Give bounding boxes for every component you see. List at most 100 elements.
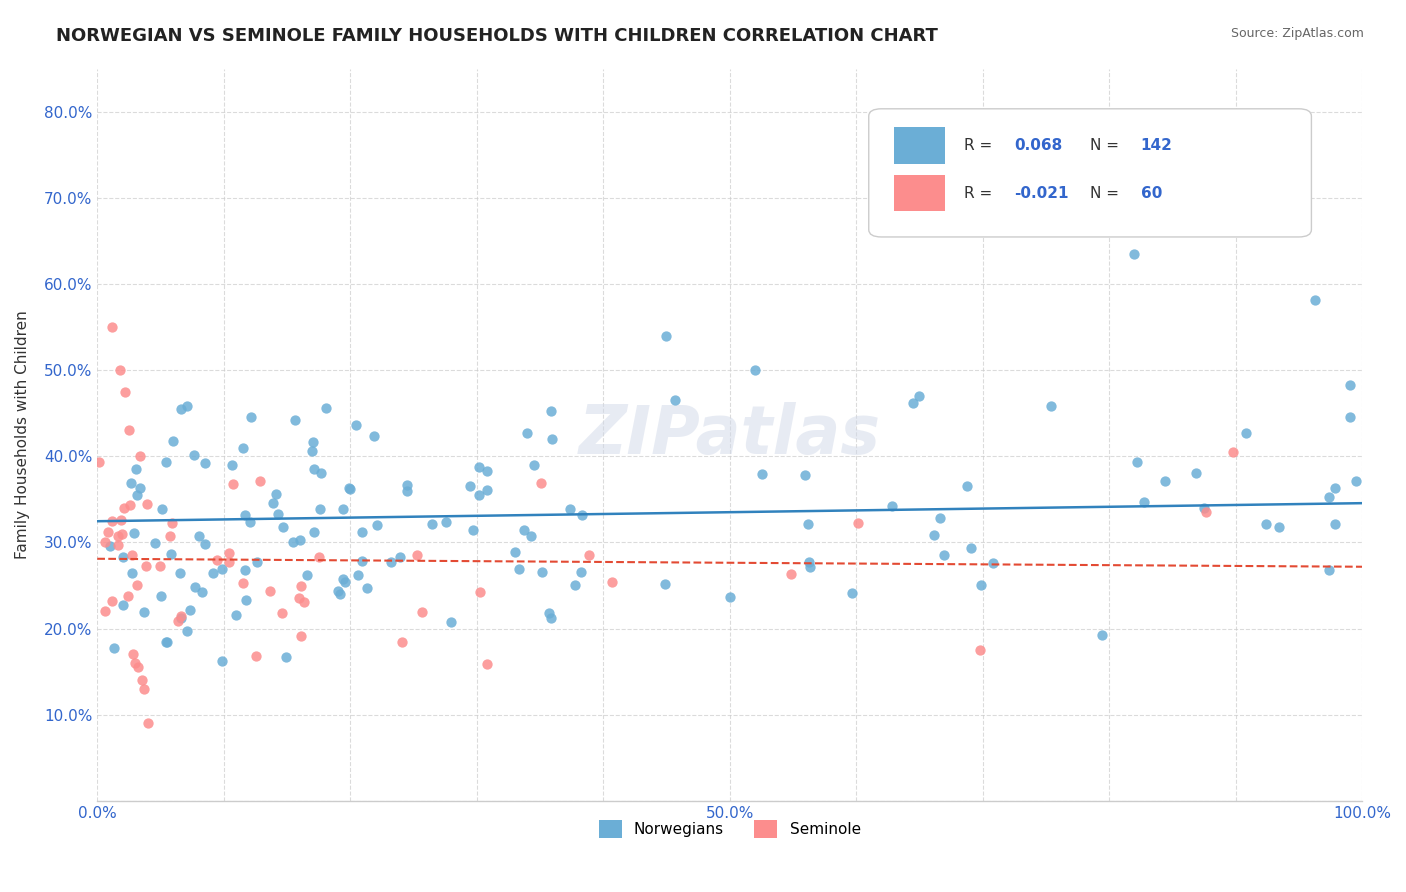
Point [184, 580, 207, 594]
Point [160, 516, 183, 530]
Point [406, 548, 429, 562]
Text: R =: R = [963, 186, 997, 201]
Point [578, 549, 600, 563]
Point [329, 586, 352, 600]
Point [292, 595, 315, 609]
Point [135, 558, 157, 573]
Point [380, 555, 402, 569]
FancyBboxPatch shape [869, 109, 1312, 237]
Point [1185, 466, 1208, 480]
Point [162, 434, 184, 448]
Point [301, 443, 323, 458]
Point [1254, 516, 1277, 531]
Point [908, 389, 931, 403]
Point [150, 589, 173, 603]
Point [232, 441, 254, 455]
Point [124, 656, 146, 670]
Point [127, 578, 149, 592]
Point [571, 508, 593, 523]
Point [183, 449, 205, 463]
Point [347, 568, 370, 582]
Point [1268, 519, 1291, 533]
Point [1317, 490, 1340, 504]
Point [127, 488, 149, 502]
Point [332, 502, 354, 516]
Point [558, 502, 581, 516]
Point [922, 527, 945, 541]
Point [211, 654, 233, 668]
Point [259, 584, 281, 599]
Point [458, 479, 481, 493]
Point [270, 607, 292, 621]
Point [564, 578, 586, 592]
Point [1344, 474, 1367, 488]
Point [1153, 474, 1175, 488]
Point [111, 527, 134, 541]
Point [125, 462, 148, 476]
Point [422, 516, 444, 531]
Point [233, 508, 256, 522]
Point [155, 455, 177, 469]
Point [302, 461, 325, 475]
Point [290, 629, 312, 643]
Point [169, 566, 191, 581]
Point [1323, 481, 1346, 495]
Point [121, 548, 143, 562]
Point [718, 590, 741, 604]
Point [98, 539, 121, 553]
Point [167, 614, 190, 628]
Point [970, 577, 993, 591]
Point [205, 553, 228, 567]
Point [434, 515, 457, 529]
Point [249, 474, 271, 488]
Point [309, 502, 332, 516]
Point [111, 550, 134, 565]
Point [194, 537, 217, 551]
Text: R =: R = [963, 138, 997, 153]
Point [288, 591, 311, 605]
Point [128, 481, 150, 495]
Text: ZIPatlas: ZIPatlas [579, 401, 880, 467]
Point [1091, 628, 1114, 642]
Point [475, 464, 498, 478]
Point [363, 429, 385, 443]
Point [103, 640, 125, 655]
Point [477, 483, 499, 498]
Point [793, 467, 815, 482]
Point [97, 524, 120, 539]
Point [262, 496, 284, 510]
Point [411, 605, 433, 619]
Point [170, 401, 193, 416]
Text: 60: 60 [1140, 186, 1161, 201]
Point [233, 563, 256, 577]
Point [302, 524, 325, 539]
Point [295, 567, 318, 582]
Point [396, 483, 419, 498]
Point [159, 547, 181, 561]
Point [264, 487, 287, 501]
Point [121, 648, 143, 662]
Point [134, 605, 156, 619]
Point [1339, 378, 1361, 392]
Point [156, 635, 179, 649]
Point [569, 565, 592, 579]
Point [540, 432, 562, 446]
Point [332, 572, 354, 586]
Point [114, 384, 136, 399]
Point [132, 681, 155, 696]
Point [112, 500, 135, 515]
Point [969, 643, 991, 657]
Point [797, 555, 820, 569]
Point [284, 413, 307, 427]
Point [333, 574, 356, 589]
Point [1222, 444, 1244, 458]
Point [655, 328, 678, 343]
Point [100, 594, 122, 608]
Point [87, 455, 110, 469]
Point [350, 525, 373, 540]
Point [508, 562, 530, 576]
Point [344, 417, 367, 432]
Point [271, 520, 294, 534]
Point [366, 518, 388, 533]
Point [159, 528, 181, 542]
